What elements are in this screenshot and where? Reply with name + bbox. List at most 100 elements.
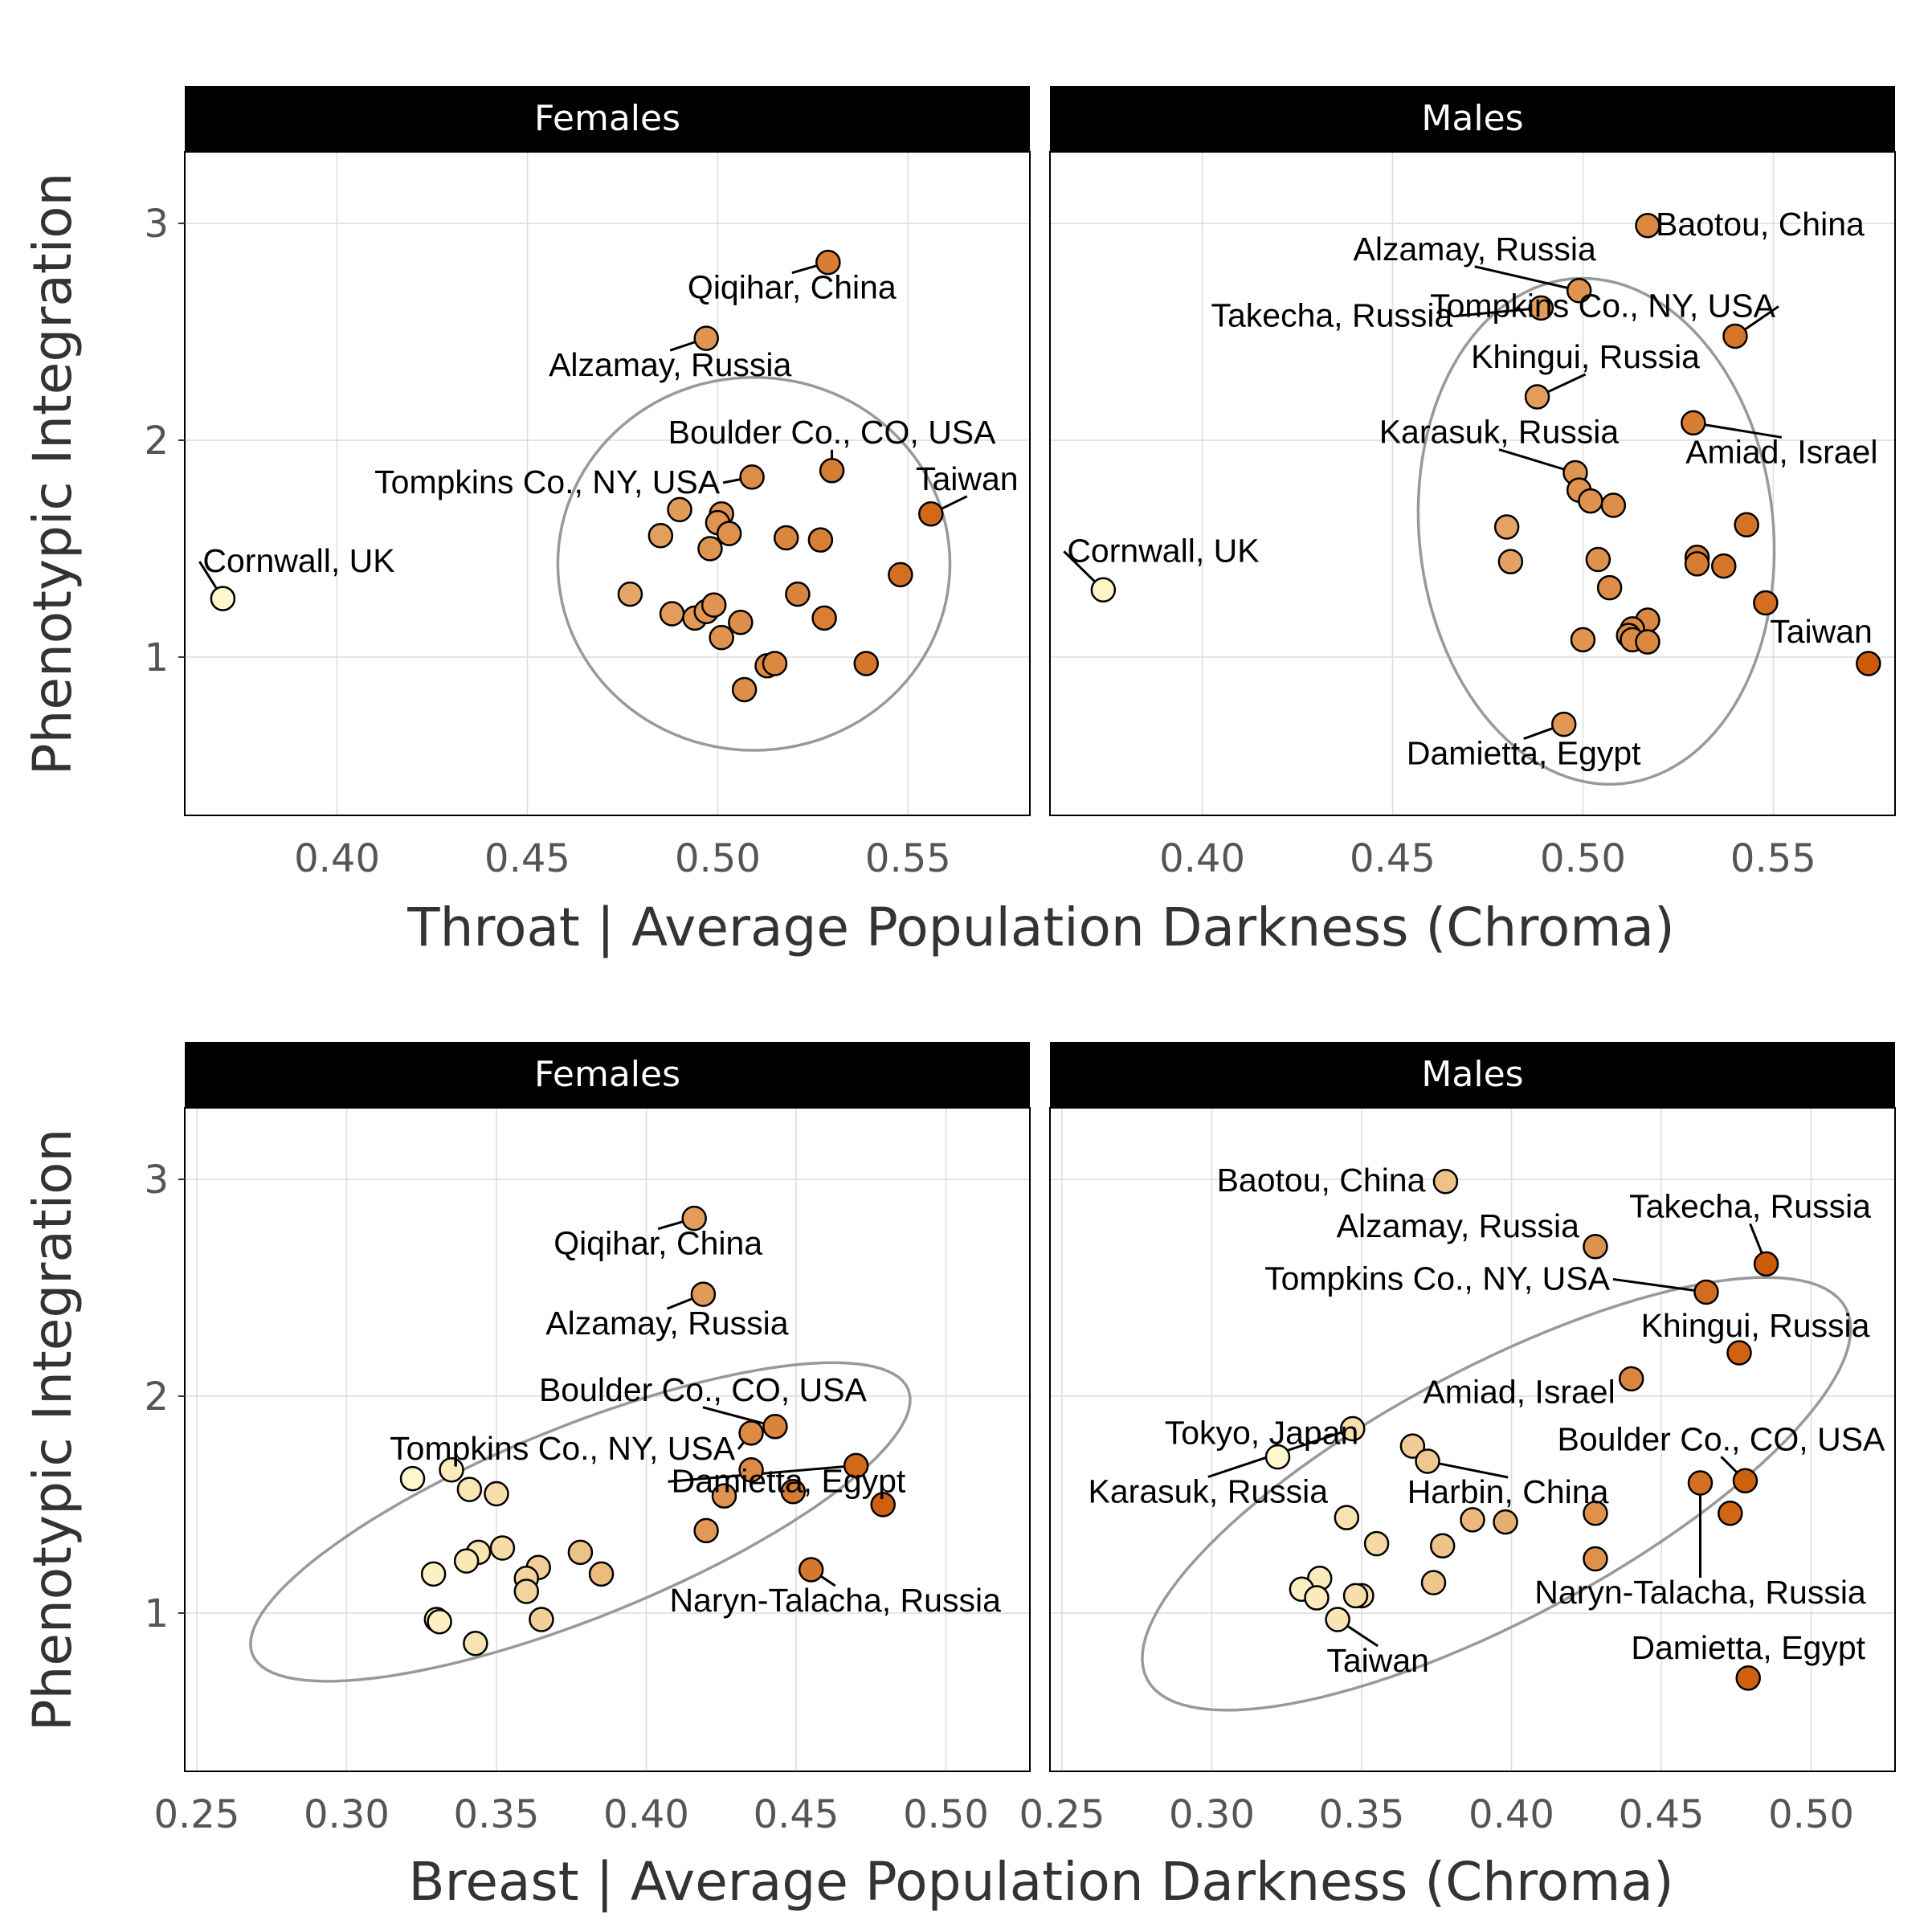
label-connector-r1-females-4 (722, 478, 741, 484)
facet-label-row2-males: Males (1421, 1054, 1523, 1095)
point-label-r2-males-1: Alzamay, Russia (1337, 1207, 1579, 1244)
label-connector-r2-females-0 (657, 1220, 684, 1231)
data-point-r2-females-23 (588, 1561, 615, 1587)
data-point-r1-males-19 (1753, 590, 1779, 616)
data-point-r2-females-3 (738, 1420, 764, 1446)
data-point-r1-females-16 (785, 581, 811, 607)
data-point-r1-females-23 (709, 624, 734, 651)
point-label-r1-males-7: Karasuk, Russia (1379, 414, 1620, 451)
data-point-r2-females-21 (513, 1579, 540, 1604)
x-axis-title-row2: Breast | Average Population Darkness (Ch… (408, 1851, 1673, 1913)
data-point-r2-males-27 (1735, 1665, 1761, 1691)
label-connector-r2-males-8 (1439, 1462, 1509, 1479)
data-point-r1-females-12 (773, 525, 799, 551)
label-connector-r1-males-0 (1063, 550, 1096, 582)
data-point-r1-females-10 (647, 523, 674, 549)
point-label-r2-males-3: Tompkins Co., NY, USA (1264, 1260, 1611, 1297)
data-point-r2-males-11 (1687, 1470, 1714, 1496)
y-tick-label-r2-females: 2 (144, 1374, 169, 1419)
data-point-r2-females-6 (738, 1457, 764, 1483)
point-label-r2-males-6: Tokyo, Japan (1165, 1415, 1359, 1452)
data-point-r2-females-25 (529, 1607, 554, 1632)
data-point-r2-females-5 (870, 1492, 896, 1517)
data-point-r1-males-9 (1578, 488, 1603, 514)
data-point-r2-females-22 (567, 1539, 594, 1566)
data-point-r2-males-25 (1304, 1585, 1330, 1611)
data-point-r1-females-4 (819, 458, 845, 484)
point-label-r2-females-1: Alzamay, Russia (545, 1305, 788, 1342)
data-point-r2-males-10 (1732, 1468, 1758, 1494)
x-tick-label-r2-males: 0.45 (1619, 1792, 1705, 1837)
point-label-r2-males-12: Damietta, Egypt (1631, 1629, 1865, 1666)
data-point-r1-females-20 (701, 592, 727, 618)
point-label-r1-males-6: Amiad, Israel (1685, 433, 1877, 470)
data-point-r2-males-18 (1429, 1533, 1456, 1559)
x-tick-label-r1-females: 0.45 (484, 836, 570, 881)
point-label-r1-males-0: Cornwall, UK (1067, 532, 1259, 569)
label-connector-r1-females-0 (198, 561, 218, 590)
data-point-r1-males-6 (1681, 410, 1706, 436)
data-point-r2-females-9 (693, 1517, 719, 1544)
data-point-r1-females-3 (739, 464, 765, 490)
data-point-r1-males-26 (1856, 651, 1881, 676)
y-tick-label-r1-females: 3 (144, 202, 169, 247)
data-point-r2-males-26 (1325, 1607, 1350, 1632)
data-point-r2-males-5 (1618, 1366, 1644, 1392)
data-point-r2-males-9 (1415, 1448, 1440, 1474)
data-point-r2-males-15 (1460, 1507, 1485, 1533)
data-point-r2-males-7 (1264, 1444, 1291, 1470)
strip-row1-females (185, 86, 1030, 152)
x-tick-label-r2-males: 0.50 (1768, 1792, 1854, 1837)
confidence-ellipse-r2-females (249, 1361, 912, 1683)
point-label-r2-males-10: Naryn-Talacha, Russia (1534, 1574, 1866, 1611)
point-label-r1-males-4: Tompkins Co., NY, USA (1430, 287, 1776, 324)
point-label-r2-females-2: Boulder Co., CO, USA (539, 1371, 868, 1408)
data-point-r1-females-25 (762, 651, 788, 676)
x-tick-label-r2-females: 0.45 (754, 1792, 839, 1837)
data-point-r1-females-11 (697, 536, 723, 562)
data-point-r2-males-1 (1583, 1234, 1608, 1260)
data-point-r2-females-14 (484, 1481, 509, 1507)
point-label-r2-males-5: Amiad, Israel (1423, 1373, 1615, 1410)
point-label-r1-males-3: Takecha, Russia (1211, 296, 1452, 333)
data-point-r1-males-11 (1493, 514, 1520, 540)
data-point-r2-males-16 (1493, 1509, 1518, 1535)
label-connector-r2-males-2 (1749, 1223, 1763, 1253)
data-point-r1-males-13 (1497, 549, 1524, 574)
point-label-r2-males-7: Karasuk, Russia (1089, 1473, 1329, 1510)
point-label-r1-females-3: Boulder Co., CO, USA (668, 414, 997, 451)
data-point-r1-females-21 (811, 605, 837, 631)
data-point-r2-females-15 (489, 1535, 516, 1561)
data-point-r2-males-12 (1718, 1501, 1743, 1526)
confidence-ellipse-r2-males (1141, 1276, 1852, 1712)
data-point-r1-females-17 (659, 601, 685, 627)
label-connector-r1-females-5 (941, 495, 968, 510)
label-connector-r1-males-7 (1498, 448, 1565, 471)
data-point-r2-females-13 (456, 1477, 483, 1502)
data-point-r2-males-3 (1693, 1279, 1719, 1305)
confidence-ellipse-r1-females (556, 375, 952, 752)
label-connector-r1-males-6 (1705, 423, 1783, 439)
label-connector-r2-males-3 (1612, 1277, 1695, 1292)
point-label-r2-males-2: Takecha, Russia (1629, 1187, 1871, 1224)
label-connector-r2-females-1 (666, 1297, 693, 1310)
data-point-r1-males-4 (1722, 323, 1748, 349)
point-label-r1-males-8: Taiwan (1770, 613, 1873, 650)
data-point-r1-males-17 (1711, 553, 1737, 579)
x-tick-label-r1-females: 0.50 (675, 836, 761, 881)
data-point-r1-females-14 (888, 562, 913, 588)
point-label-r2-females-0: Qiqihar, China (553, 1225, 762, 1262)
point-label-r2-males-4: Khingui, Russia (1641, 1307, 1870, 1344)
label-connector-r1-males-3 (1456, 308, 1530, 317)
y-axis-title-row2: Phenotypic Integration (22, 1129, 84, 1732)
label-connector-r1-males-9 (1523, 727, 1554, 741)
data-point-r1-males-14 (1585, 546, 1611, 573)
point-label-r1-females-4: Tompkins Co., NY, USA (374, 464, 721, 500)
data-point-r1-males-18 (1596, 574, 1623, 601)
data-point-r2-females-12 (439, 1457, 464, 1483)
x-tick-label-r2-females: 0.50 (903, 1792, 989, 1837)
point-label-r2-males-0: Baotou, China (1217, 1162, 1426, 1199)
x-tick-label-r2-males: 0.25 (1019, 1792, 1105, 1837)
data-point-r1-females-27 (731, 676, 758, 703)
